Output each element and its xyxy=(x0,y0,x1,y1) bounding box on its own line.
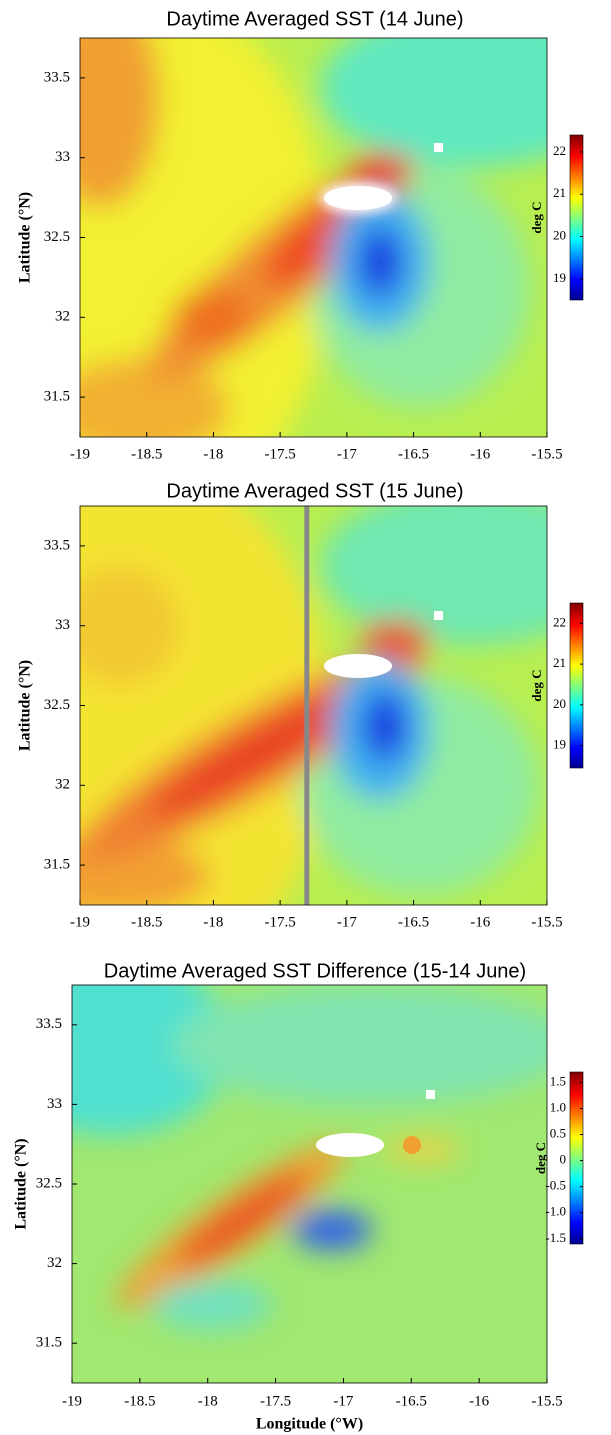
x-tick-label: -19 xyxy=(70,446,90,462)
x-tick-label: -17.5 xyxy=(265,914,296,930)
colorbar xyxy=(569,134,584,301)
chart-title: Daytime Averaged SST Difference (15-14 J… xyxy=(104,960,526,982)
chart-title: Daytime Averaged SST (14 June) xyxy=(166,8,463,30)
colorbar-tick-label: 0.5 xyxy=(550,1126,566,1141)
y-tick-label: 32 xyxy=(55,777,70,793)
y-axis-label: Latitude (°N) xyxy=(13,1138,30,1229)
y-axis-label: Latitude (°N) xyxy=(17,660,34,751)
x-tick-label: -18 xyxy=(198,1393,218,1409)
y-tick-label: 31.5 xyxy=(44,389,70,405)
x-tick-label: -15.5 xyxy=(531,1393,562,1409)
x-tick-label: -16 xyxy=(470,446,490,462)
y-tick-label: 32.5 xyxy=(36,1175,62,1191)
y-tick-label: 32 xyxy=(47,1255,62,1271)
y-tick-label: 33 xyxy=(47,1096,62,1112)
colorbar xyxy=(569,602,584,769)
x-tick-label: -18 xyxy=(203,914,223,930)
y-tick-label: 31.5 xyxy=(36,1335,62,1351)
y-tick-label: 33.5 xyxy=(36,1016,62,1032)
colorbar-tick-label: 19 xyxy=(553,270,566,285)
y-axis-label: Latitude (°N) xyxy=(17,192,34,283)
colorbar-tick-label: 19 xyxy=(553,737,566,752)
y-tick-label: 31.5 xyxy=(44,857,70,873)
colorbar-tick-label: -0.5 xyxy=(545,1178,566,1193)
x-tick-label: -17 xyxy=(337,446,357,462)
x-tick-label: -18.5 xyxy=(124,1393,155,1409)
x-tick-label: -18.5 xyxy=(131,446,162,462)
y-tick-label: 33.5 xyxy=(44,537,70,553)
colorbar-tick-label: 1.0 xyxy=(550,1099,566,1114)
colorbar-tick-label: 22 xyxy=(553,143,566,158)
sst-difference-field xyxy=(72,985,547,1383)
colorbar-tick-label: -1.5 xyxy=(545,1230,566,1245)
colorbar-label: deg C xyxy=(529,669,544,701)
colorbar-tick-label: -1.0 xyxy=(545,1204,566,1219)
x-tick-label: -16.5 xyxy=(396,1393,427,1409)
x-tick-label: -19 xyxy=(62,1393,82,1409)
x-tick-label: -17 xyxy=(337,914,357,930)
y-tick-label: 33.5 xyxy=(44,69,70,85)
x-tick-label: -16.5 xyxy=(398,914,429,930)
x-tick-label: -16 xyxy=(470,914,490,930)
colorbar-tick-label: 22 xyxy=(553,614,566,629)
colorbar xyxy=(569,1071,584,1245)
x-tick-label: -18 xyxy=(203,446,223,462)
colorbar-tick-label: 0 xyxy=(560,1152,567,1167)
sst-field xyxy=(80,506,547,905)
x-tick-label: -17 xyxy=(333,1393,353,1409)
y-tick-label: 32 xyxy=(55,309,70,325)
colorbar-label: deg C xyxy=(529,201,544,233)
x-tick-label: -15.5 xyxy=(531,914,562,930)
x-tick-label: -15.5 xyxy=(531,446,562,462)
x-tick-label: -16.5 xyxy=(398,446,429,462)
y-tick-label: 33 xyxy=(55,149,70,165)
x-axis-label: Longitude (°W) xyxy=(256,1416,363,1433)
chart-title: Daytime Averaged SST (15 June) xyxy=(166,480,463,502)
x-tick-label: -17.5 xyxy=(265,446,296,462)
x-tick-label: -16 xyxy=(469,1393,489,1409)
colorbar-tick-label: 1.5 xyxy=(550,1073,566,1088)
y-tick-label: 32.5 xyxy=(44,697,70,713)
colorbar-tick-label: 20 xyxy=(553,696,566,711)
x-tick-label: -18.5 xyxy=(131,914,162,930)
colorbar-label: deg C xyxy=(533,1142,548,1174)
x-tick-label: -17.5 xyxy=(260,1393,291,1409)
colorbar-tick-label: 20 xyxy=(553,228,566,243)
colorbar-tick-label: 21 xyxy=(553,655,566,670)
y-tick-label: 33 xyxy=(55,617,70,633)
x-tick-label: -19 xyxy=(70,914,90,930)
y-tick-label: 32.5 xyxy=(44,229,70,245)
colorbar-tick-label: 21 xyxy=(553,185,566,200)
sst-field xyxy=(80,38,547,437)
